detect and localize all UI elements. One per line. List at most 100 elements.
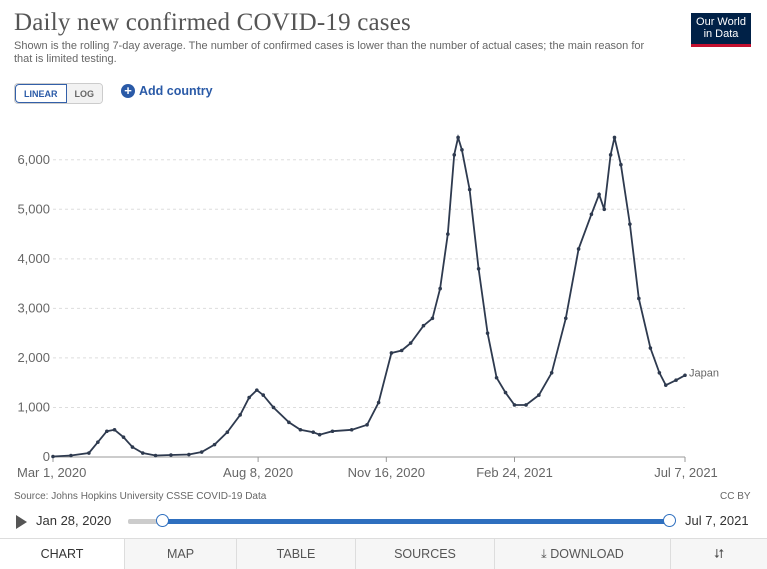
tab-download-label: DOWNLOAD [550, 547, 624, 561]
data-point [563, 316, 568, 321]
data-point [169, 453, 173, 457]
download-icon: ⤓ [541, 547, 547, 561]
data-point [69, 453, 73, 458]
data-source[interactable]: Source: Johns Hopkins University CSSE CO… [14, 491, 267, 502]
data-point [674, 378, 678, 383]
data-point [460, 148, 464, 152]
data-point [96, 440, 100, 444]
data-point [365, 423, 369, 427]
x-tick-label: Feb 24, 2021 [476, 465, 553, 480]
data-point [287, 420, 291, 425]
timeline-track[interactable] [128, 519, 164, 524]
data-point [619, 162, 623, 167]
data-point [130, 445, 135, 449]
plus-circle-icon: + [121, 84, 135, 98]
data-point [421, 323, 426, 328]
data-point [576, 247, 581, 251]
timeline-start-handle[interactable] [156, 514, 169, 527]
timeline-end-label: Jul 7, 2021 [685, 513, 749, 528]
data-point [430, 316, 435, 321]
data-point [389, 351, 394, 355]
data-point [476, 266, 481, 271]
data-point [112, 427, 117, 432]
logo-accent-bar [691, 44, 751, 47]
data-point [485, 331, 490, 335]
data-point [408, 341, 413, 345]
data-point [597, 192, 601, 197]
data-point [537, 393, 541, 397]
x-tick-label: Aug 8, 2020 [223, 465, 293, 480]
data-point [637, 296, 641, 301]
data-point [589, 212, 594, 217]
data-point [261, 393, 266, 397]
data-point [648, 346, 653, 350]
data-point [247, 395, 251, 400]
data-point [153, 453, 158, 458]
series-line-japan [52, 133, 686, 458]
y-tick-label: 4,000 [17, 251, 50, 266]
data-point [199, 450, 204, 454]
series-label-japan: Japan [689, 367, 719, 379]
x-tick-label: Mar 1, 2020 [17, 465, 86, 480]
data-point [349, 427, 354, 432]
scale-toggle: LINEAR LOG [14, 83, 103, 104]
line-chart: 0 1,000 2,000 3,000 4,000 5,000 6,000 Mar 1, 2… [17, 133, 719, 480]
data-point [298, 427, 303, 432]
share-icon: ⮃ [713, 547, 724, 561]
tab-table[interactable]: TABLE [237, 539, 356, 569]
data-point [602, 207, 607, 212]
owid-logo[interactable]: Our World in Data [691, 13, 751, 47]
x-tick-label: Nov 16, 2020 [348, 465, 425, 480]
timeline-selected-range[interactable] [162, 519, 669, 524]
data-point [311, 430, 316, 435]
tab-bar: CHART MAP TABLE SOURCES ⤓ DOWNLOAD ⮃ [0, 538, 767, 569]
data-point [140, 451, 145, 455]
tab-download[interactable]: ⤓ DOWNLOAD [495, 539, 671, 569]
data-point [187, 452, 191, 457]
data-point [683, 373, 687, 378]
data-point [255, 388, 259, 392]
y-axis-labels: 0 1,000 2,000 3,000 4,000 5,000 6,000 [17, 152, 50, 464]
data-point [238, 413, 242, 417]
log-scale-button[interactable]: LOG [66, 84, 102, 103]
tab-map[interactable]: MAP [125, 539, 237, 569]
play-icon[interactable] [16, 515, 27, 529]
data-point [628, 222, 632, 226]
y-tick-label: 0 [43, 449, 50, 464]
linear-scale-button[interactable]: LINEAR [15, 84, 67, 103]
data-point [503, 390, 508, 395]
data-point [524, 403, 528, 407]
data-point [512, 403, 517, 407]
license-label[interactable]: CC BY [720, 491, 751, 502]
timeline-start-label: Jan 28, 2020 [36, 513, 112, 528]
x-axis: Mar 1, 2020 Aug 8, 2020 Nov 16, 2020 Feb 24… [17, 457, 718, 480]
data-point [438, 286, 442, 291]
x-tick-label: Jul 7, 2021 [654, 465, 718, 480]
tab-sources[interactable]: SOURCES [356, 539, 495, 569]
y-tick-label: 3,000 [17, 300, 50, 315]
grid-layer [53, 159, 685, 458]
data-point [467, 187, 472, 192]
y-tick-label: 2,000 [17, 350, 50, 365]
data-point [330, 429, 335, 434]
data-point [399, 348, 404, 353]
chart-subtitle: Shown is the rolling 7-day average. The … [14, 40, 645, 65]
logo-line-1: Our World [696, 16, 746, 28]
data-point [376, 400, 381, 405]
tab-chart[interactable]: CHART [0, 539, 125, 569]
data-point [612, 135, 617, 140]
y-tick-label: 6,000 [17, 152, 50, 167]
add-country-button[interactable]: + Add country [121, 84, 213, 98]
y-tick-label: 1,000 [17, 399, 50, 414]
data-point [105, 429, 109, 434]
data-point [121, 435, 126, 439]
data-point [271, 405, 276, 410]
data-point [657, 370, 662, 375]
tab-share[interactable]: ⮃ [671, 539, 767, 569]
data-point [608, 153, 613, 157]
data-point [51, 454, 55, 459]
data-point [494, 375, 499, 380]
data-point [87, 451, 91, 455]
timeline-end-handle[interactable] [663, 514, 676, 527]
series-points-japan [51, 135, 687, 459]
